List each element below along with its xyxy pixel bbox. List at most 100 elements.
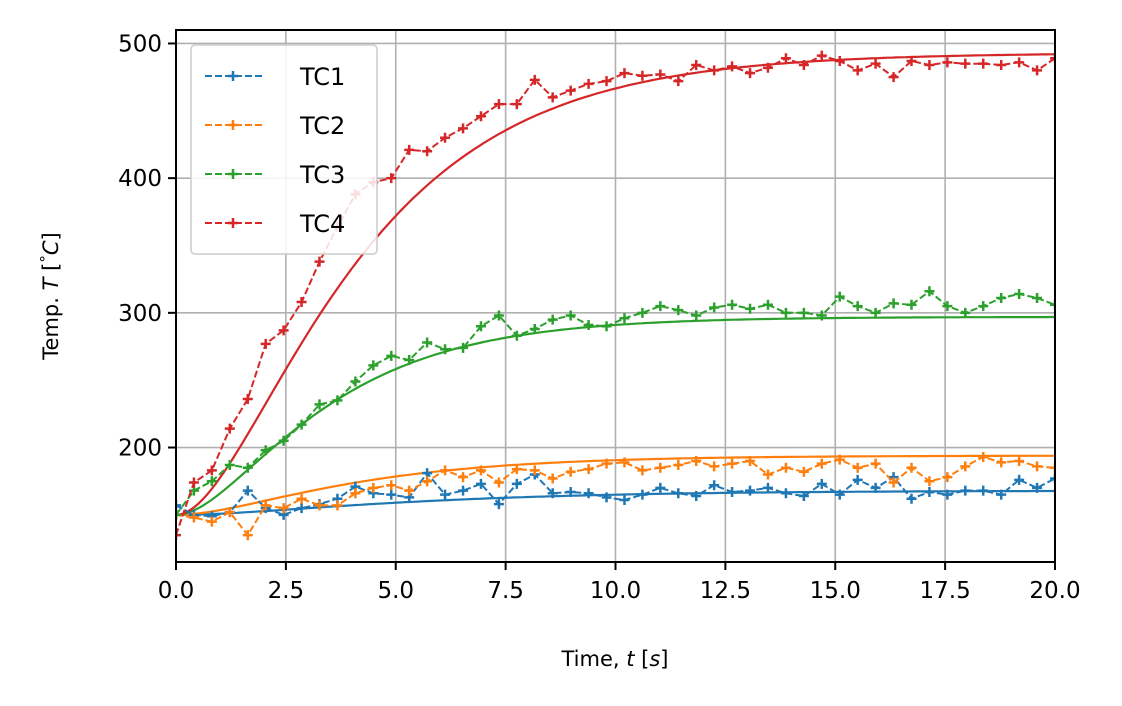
data-point bbox=[870, 482, 881, 493]
legend-item-tc1: TC1 bbox=[205, 63, 345, 91]
data-point bbox=[798, 307, 809, 318]
data-point bbox=[1014, 288, 1025, 299]
data-point bbox=[960, 461, 971, 472]
data-point bbox=[1032, 65, 1043, 76]
data-point bbox=[176, 509, 181, 520]
data-point bbox=[583, 78, 594, 89]
data-point bbox=[870, 458, 881, 469]
legend-marker bbox=[228, 120, 238, 130]
data-point bbox=[673, 488, 684, 499]
data-point bbox=[1014, 57, 1025, 68]
data-point bbox=[278, 435, 289, 446]
data-point bbox=[314, 500, 325, 511]
data-point bbox=[296, 419, 307, 430]
data-point bbox=[332, 500, 343, 511]
data-point bbox=[709, 461, 720, 472]
data-point bbox=[852, 474, 863, 485]
data-point bbox=[565, 85, 576, 96]
data-point bbox=[709, 302, 720, 313]
fit-lines bbox=[176, 53, 1055, 516]
data-point bbox=[1032, 482, 1043, 493]
data-point bbox=[1050, 299, 1055, 310]
legend-label: TC2 bbox=[299, 112, 345, 140]
data-point bbox=[1050, 53, 1055, 64]
data-point bbox=[762, 299, 773, 310]
data-point bbox=[224, 423, 235, 434]
data-point bbox=[296, 297, 307, 308]
data-point bbox=[565, 466, 576, 477]
data-point bbox=[206, 516, 217, 527]
data-point bbox=[583, 464, 594, 475]
data-point bbox=[278, 325, 289, 336]
data-point bbox=[780, 488, 791, 499]
data-point bbox=[762, 482, 773, 493]
data-point bbox=[834, 489, 845, 500]
data-point bbox=[978, 485, 989, 496]
data-point bbox=[260, 500, 271, 511]
data-point bbox=[440, 344, 451, 355]
series-tc3 bbox=[176, 286, 1055, 520]
data-point bbox=[440, 132, 451, 143]
series-line bbox=[176, 54, 1055, 536]
y-tick-label: 200 bbox=[118, 436, 162, 462]
data-point bbox=[1050, 473, 1055, 484]
data-point bbox=[1032, 293, 1043, 304]
data-point bbox=[745, 68, 756, 79]
data-point bbox=[242, 462, 253, 473]
data-point bbox=[960, 58, 971, 69]
data-point bbox=[655, 301, 666, 312]
data-point bbox=[924, 486, 935, 497]
legend-item-tc2: TC2 bbox=[205, 112, 345, 140]
data-point bbox=[260, 445, 271, 456]
data-point bbox=[727, 299, 738, 310]
data-point bbox=[709, 65, 720, 76]
legend-box bbox=[190, 44, 378, 255]
data-point bbox=[350, 376, 361, 387]
data-point bbox=[176, 530, 181, 541]
data-lines bbox=[176, 50, 1055, 541]
data-point bbox=[834, 55, 845, 66]
data-point bbox=[637, 70, 648, 81]
y-axis-label: Temp. T [°C] bbox=[37, 232, 63, 360]
data-point bbox=[224, 460, 235, 471]
x-tick-label: 10.0 bbox=[590, 578, 641, 604]
data-point bbox=[242, 530, 253, 541]
data-point bbox=[601, 76, 612, 87]
data-point bbox=[440, 465, 451, 476]
data-point bbox=[655, 69, 666, 80]
data-point bbox=[440, 489, 451, 500]
data-point bbox=[727, 458, 738, 469]
data-point bbox=[601, 492, 612, 503]
data-point bbox=[583, 488, 594, 499]
data-point bbox=[637, 307, 648, 318]
data-point bbox=[475, 111, 486, 122]
data-point bbox=[332, 395, 343, 406]
data-point bbox=[386, 480, 397, 491]
data-point bbox=[960, 307, 971, 318]
fit-line-tc2 bbox=[176, 454, 1055, 516]
data-point bbox=[511, 330, 522, 341]
data-point bbox=[906, 462, 917, 473]
data-point bbox=[404, 354, 415, 365]
legend-item-tc4: TC4 bbox=[205, 210, 345, 238]
x-tick-label: 20.0 bbox=[1029, 578, 1080, 604]
y-tick-label: 400 bbox=[118, 166, 162, 192]
y-tick-label: 500 bbox=[118, 31, 162, 57]
data-point bbox=[278, 503, 289, 514]
data-point bbox=[565, 310, 576, 321]
data-point bbox=[176, 500, 181, 511]
legend-marker bbox=[228, 218, 238, 228]
data-point bbox=[942, 489, 953, 500]
data-point bbox=[655, 482, 666, 493]
fit-line-tc3 bbox=[176, 315, 1055, 516]
x-axis: 0.0 2.5 5.0 7.5 10.0 12.5 15.0 17.5 20.0 bbox=[158, 562, 1081, 604]
legend-label: TC4 bbox=[299, 210, 345, 238]
data-point bbox=[511, 99, 522, 110]
data-point bbox=[547, 314, 558, 325]
legend-marker bbox=[228, 71, 238, 81]
data-point bbox=[422, 337, 433, 348]
data-point bbox=[978, 58, 989, 69]
x-axis-label: Time, t [s] bbox=[560, 647, 668, 671]
data-point bbox=[816, 50, 827, 61]
data-point bbox=[798, 491, 809, 502]
